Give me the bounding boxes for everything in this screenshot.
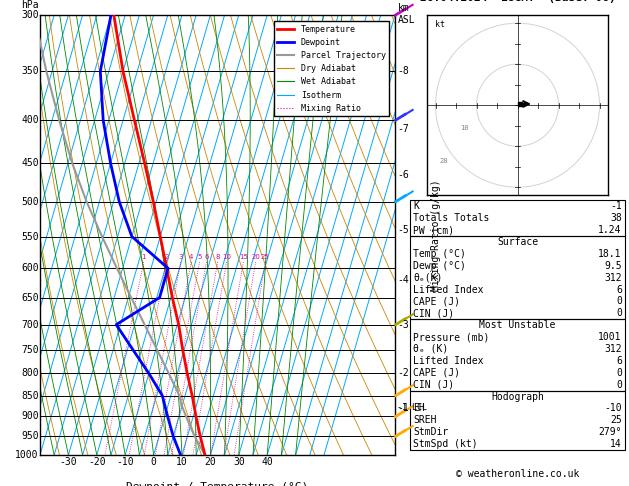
Text: -3: -3 (397, 320, 409, 330)
Text: StmSpd (kt): StmSpd (kt) (413, 439, 478, 449)
Text: 5: 5 (198, 254, 202, 260)
Text: -20: -20 (88, 457, 106, 468)
Text: 850: 850 (21, 391, 39, 400)
Text: 600: 600 (21, 263, 39, 273)
Text: 300: 300 (21, 10, 39, 20)
Text: K: K (413, 201, 419, 211)
Text: SREH: SREH (413, 416, 437, 425)
Text: hPa: hPa (21, 0, 39, 10)
Text: 14: 14 (610, 439, 622, 449)
Text: 15: 15 (239, 254, 248, 260)
Text: 39°04'N  26°36'E  105m  ASL: 39°04'N 26°36'E 105m ASL (116, 0, 319, 3)
Text: km: km (398, 2, 410, 13)
Text: 1.24: 1.24 (598, 225, 622, 235)
Text: PW (cm): PW (cm) (413, 225, 454, 235)
Text: © weatheronline.co.uk: © weatheronline.co.uk (456, 469, 579, 480)
Text: 1: 1 (142, 254, 146, 260)
Text: -8: -8 (397, 66, 409, 76)
Text: 650: 650 (21, 293, 39, 303)
Text: 279°: 279° (598, 427, 622, 437)
Text: -30: -30 (60, 457, 77, 468)
Text: 25: 25 (261, 254, 270, 260)
Text: 18.1: 18.1 (598, 249, 622, 259)
Text: 0: 0 (616, 308, 622, 318)
Text: 450: 450 (21, 158, 39, 168)
Text: 30: 30 (233, 457, 245, 468)
Text: 40: 40 (261, 457, 273, 468)
Text: Most Unstable: Most Unstable (479, 320, 555, 330)
Text: Surface: Surface (497, 237, 538, 247)
Text: 400: 400 (21, 115, 39, 125)
Text: 312: 312 (604, 273, 622, 282)
Text: CIN (J): CIN (J) (413, 308, 454, 318)
Text: 10: 10 (460, 125, 469, 131)
Text: 550: 550 (21, 231, 39, 242)
Text: -1: -1 (397, 403, 409, 413)
Text: 38: 38 (610, 213, 622, 223)
Text: CAPE (J): CAPE (J) (413, 296, 460, 306)
Text: Temp (°C): Temp (°C) (413, 249, 466, 259)
Text: 6: 6 (204, 254, 209, 260)
Text: Hodograph: Hodograph (491, 392, 544, 401)
Text: Lifted Index: Lifted Index (413, 284, 484, 295)
Text: Dewpoint / Temperature (°C): Dewpoint / Temperature (°C) (126, 482, 309, 486)
Text: 0: 0 (616, 296, 622, 306)
Text: -2: -2 (397, 368, 409, 379)
Text: 25: 25 (610, 416, 622, 425)
Text: 0: 0 (151, 457, 157, 468)
Text: 350: 350 (21, 66, 39, 76)
Text: 950: 950 (21, 431, 39, 441)
Text: 20: 20 (204, 457, 216, 468)
Text: Mixing Ratio (g/kg): Mixing Ratio (g/kg) (431, 179, 441, 291)
Text: -1: -1 (610, 201, 622, 211)
Text: 20: 20 (440, 157, 448, 164)
Text: Totals Totals: Totals Totals (413, 213, 489, 223)
Text: -6: -6 (397, 170, 409, 180)
Text: 900: 900 (21, 412, 39, 421)
Text: StmDir: StmDir (413, 427, 448, 437)
Legend: Temperature, Dewpoint, Parcel Trajectory, Dry Adiabat, Wet Adiabat, Isotherm, Mi: Temperature, Dewpoint, Parcel Trajectory… (274, 21, 389, 116)
Text: -10: -10 (604, 403, 622, 414)
Text: ASL: ASL (398, 15, 416, 25)
Text: 2: 2 (164, 254, 169, 260)
Text: -7: -7 (397, 124, 409, 134)
Text: -1 LCL: -1 LCL (397, 403, 427, 412)
Text: EH: EH (413, 403, 425, 414)
Text: Lifted Index: Lifted Index (413, 356, 484, 366)
Text: -5: -5 (397, 225, 409, 235)
Text: 9.5: 9.5 (604, 260, 622, 271)
Text: CAPE (J): CAPE (J) (413, 368, 460, 378)
Text: -4: -4 (397, 275, 409, 285)
Text: Pressure (mb): Pressure (mb) (413, 332, 489, 342)
Text: 10: 10 (176, 457, 188, 468)
Text: 500: 500 (21, 197, 39, 207)
Text: Dewp (°C): Dewp (°C) (413, 260, 466, 271)
Text: kt: kt (435, 20, 445, 29)
Text: 312: 312 (604, 344, 622, 354)
Text: 1000: 1000 (15, 450, 39, 460)
Text: 10: 10 (222, 254, 231, 260)
Text: 750: 750 (21, 345, 39, 355)
Text: 700: 700 (21, 320, 39, 330)
Text: 8: 8 (215, 254, 220, 260)
Text: θₑ (K): θₑ (K) (413, 344, 448, 354)
Text: 0: 0 (616, 368, 622, 378)
Text: 800: 800 (21, 368, 39, 379)
Text: CIN (J): CIN (J) (413, 380, 454, 390)
Text: 20: 20 (251, 254, 260, 260)
Text: 3: 3 (179, 254, 183, 260)
Text: 26.04.2024  18GMT  (Base: 06): 26.04.2024 18GMT (Base: 06) (420, 0, 615, 3)
Text: 1001: 1001 (598, 332, 622, 342)
Text: 4: 4 (189, 254, 193, 260)
Text: 6: 6 (616, 284, 622, 295)
Text: θₑ(K): θₑ(K) (413, 273, 443, 282)
Text: 0: 0 (616, 380, 622, 390)
Text: -10: -10 (116, 457, 134, 468)
Text: 6: 6 (616, 356, 622, 366)
